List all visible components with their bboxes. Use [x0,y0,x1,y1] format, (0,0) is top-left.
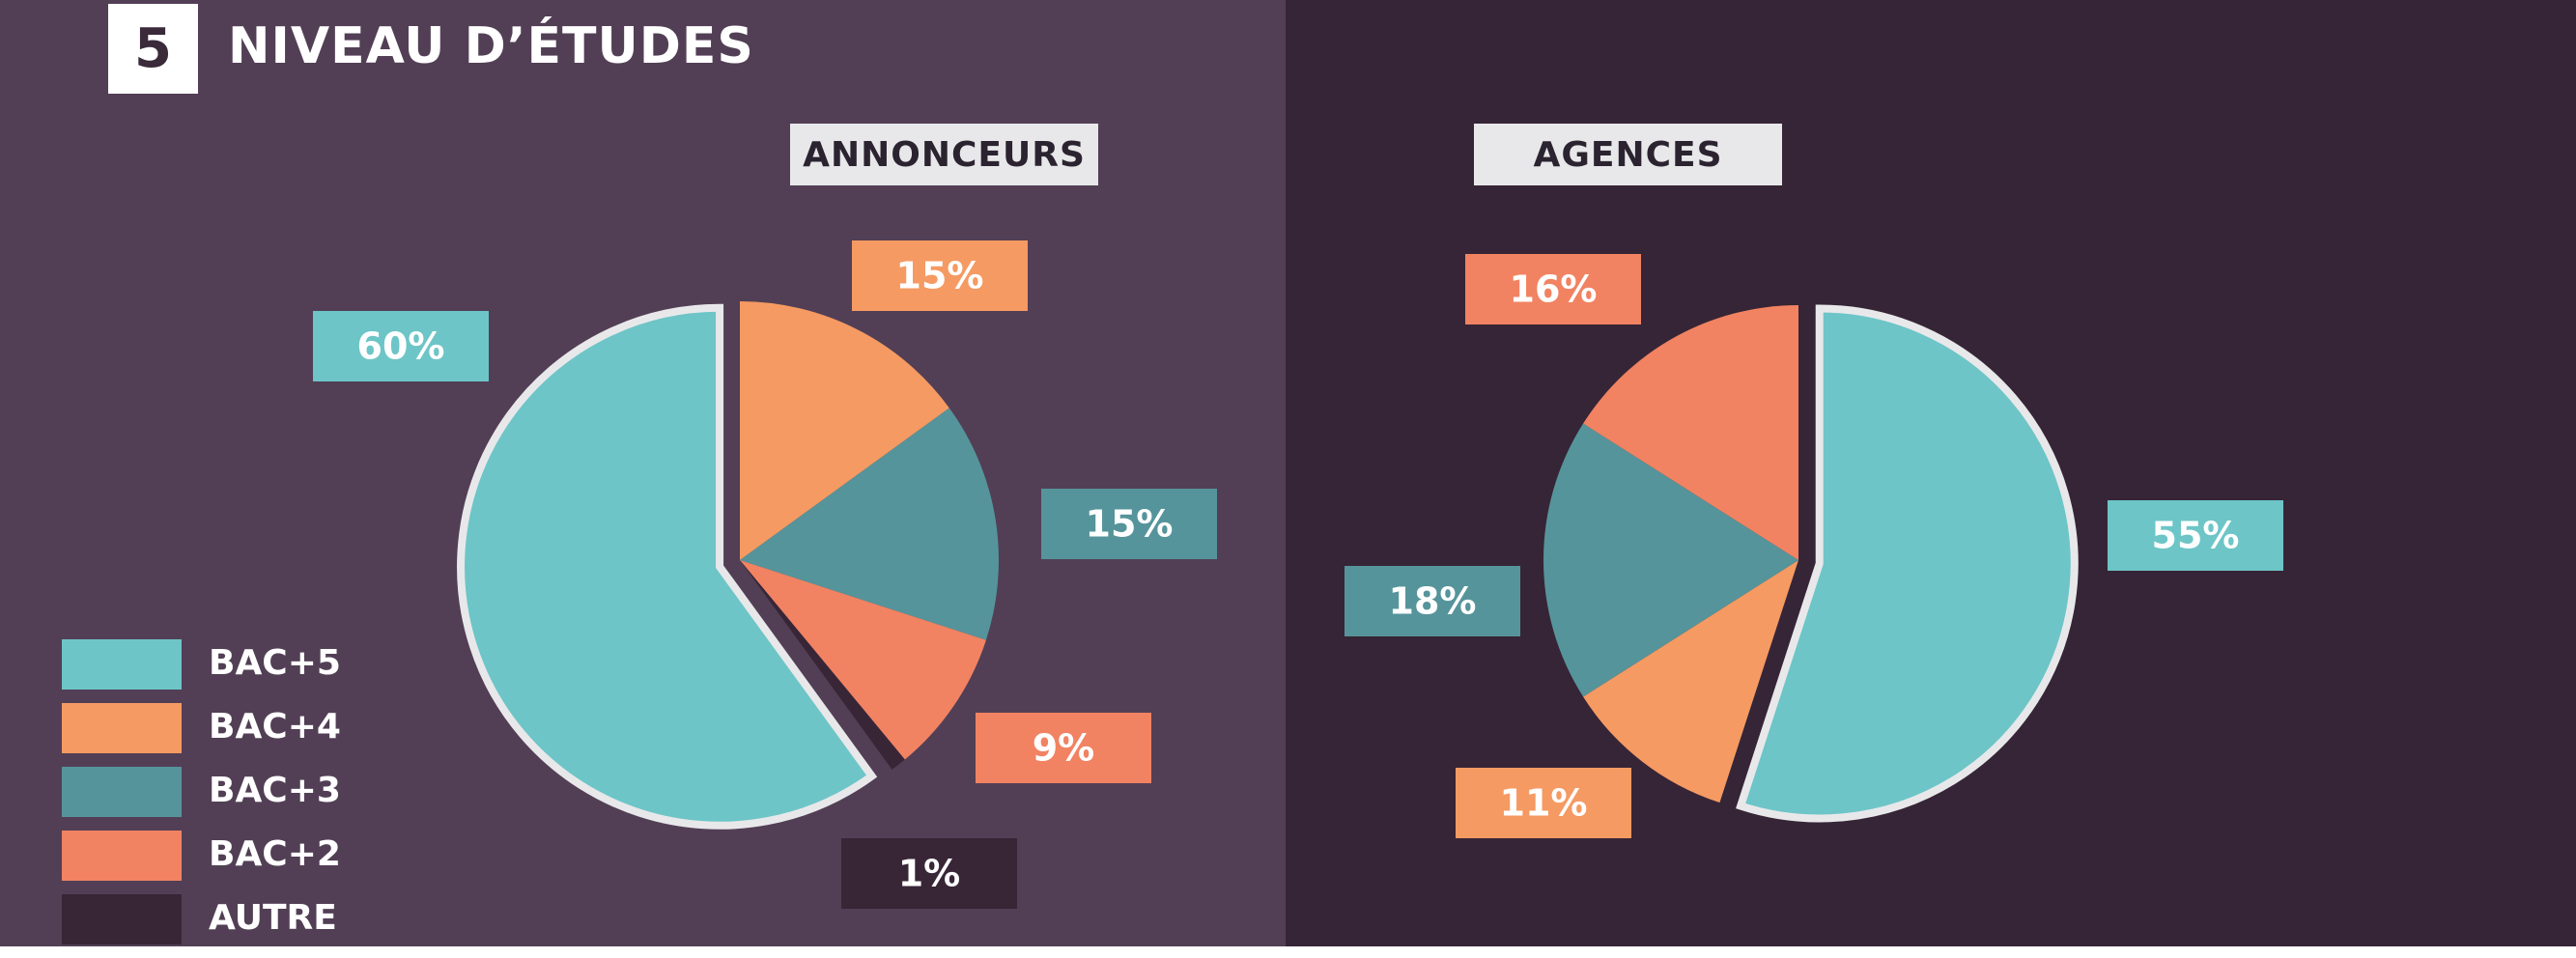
value-label-box-autre [841,838,1017,909]
value-label-bac2: 9% [1033,727,1095,770]
legend-label-autre: AUTRE [209,898,337,938]
pie-agences: 55% 11% 18% 16% [1345,254,2283,838]
legend-swatch-autre [62,894,182,944]
slice-autre [740,560,905,770]
value-label-box-bac3 [1041,489,1217,559]
value-label-box-bac3 [1345,566,1520,636]
slice-bac4 [1583,560,1798,803]
value-label-box-bac2 [1465,254,1641,324]
slice-bac2 [740,560,986,760]
value-label-autre: 1% [898,853,961,895]
legend-swatch-bac5 [62,639,182,690]
legend-label-bac3: BAC+3 [209,771,341,810]
value-label-bac5: 55% [2152,515,2240,557]
value-label-box-bac4 [852,240,1028,311]
value-label-bac2: 16% [1510,268,1598,311]
pie-annonceurs: 60% 15% 15% 9% 1% [313,240,1217,909]
value-label-bac3: 15% [1086,503,1174,546]
slice-bac3 [1543,423,1798,697]
legend-label-bac5: BAC+5 [209,643,341,683]
slice-bac2 [1583,305,1798,560]
slice-bac5 [457,303,878,830]
value-label-box-bac2 [976,713,1151,783]
value-label-bac4: 15% [896,255,984,297]
slice-bac4 [740,301,949,560]
chart-title-annonceurs: ANNONCEURS [790,124,1098,185]
section-number: 5 [108,4,198,94]
legend-label-bac2: BAC+2 [209,834,341,874]
value-label-bac4: 11% [1500,782,1588,825]
value-label-bac5: 60% [357,325,445,368]
slice-bac5 [1736,304,2079,823]
chart-title-agences: AGENCES [1474,124,1782,185]
value-label-box-bac4 [1456,768,1631,838]
section-title: NIVEAU D’ÉTUDES [228,17,754,75]
legend-swatch-bac3 [62,767,182,817]
value-label-bac3: 18% [1389,580,1477,623]
value-label-box-bac5 [2108,500,2283,571]
legend-swatch-bac4 [62,703,182,753]
legend-label-bac4: BAC+4 [209,707,341,747]
slice-bac3 [740,408,999,640]
legend-swatch-bac2 [62,831,182,881]
value-label-box-bac5 [313,311,489,381]
